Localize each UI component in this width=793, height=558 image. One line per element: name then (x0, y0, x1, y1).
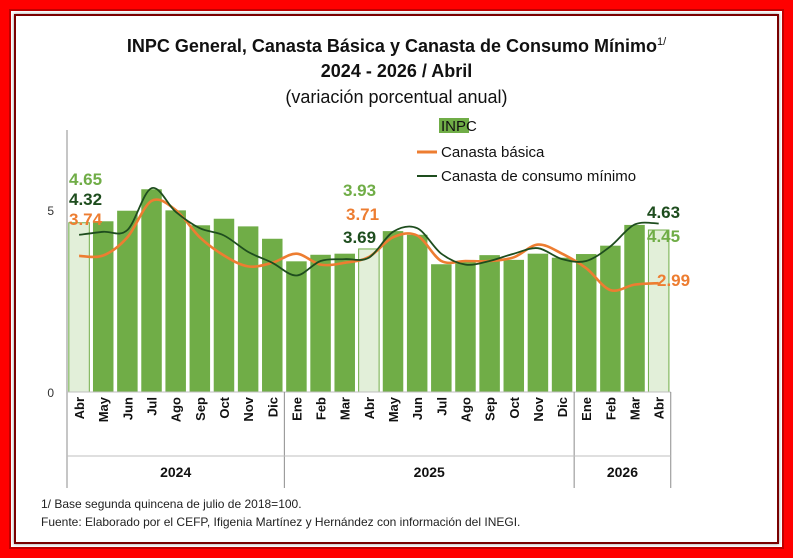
bar-inpc-22 (600, 245, 621, 392)
bar-inpc-2 (117, 210, 138, 392)
x-tick-label: Abr (362, 397, 377, 419)
x-tick-label: Ene (289, 397, 304, 421)
x-tick-label: Sep (193, 397, 208, 421)
x-tick-label: May (386, 396, 401, 422)
data-label: 3.69 (343, 228, 376, 247)
y-tick-label: 0 (47, 386, 54, 400)
x-tick-label: Mar (338, 397, 353, 420)
bar-inpc-12 (358, 248, 380, 393)
x-tick-label: Feb (314, 397, 329, 420)
x-tick-label: Jul (434, 397, 449, 416)
chart-title-footnote-mark: 1/ (656, 36, 667, 48)
footnote-source: Fuente: Elaborado por el CEFP, Ifigenia … (41, 515, 521, 529)
bar-inpc-0 (68, 222, 90, 393)
x-tick-label: Mar (628, 397, 643, 420)
year-label: 2025 (414, 464, 445, 480)
footnote-base: 1/ Base segunda quincena de julio de 201… (41, 497, 302, 511)
x-tick-label: Oct (217, 396, 232, 418)
line-consumo-minimo (78, 187, 659, 277)
legend-label-inpc: INPC (441, 118, 477, 135)
x-tick-label: Oct (507, 396, 522, 418)
bar-inpc-6 (213, 218, 235, 392)
bar-inpc-16 (455, 262, 476, 392)
data-label: 4.65 (69, 170, 102, 189)
bar-inpc-3 (141, 189, 162, 392)
x-tick-label: Jun (410, 397, 425, 420)
x-tick-label: May (96, 396, 111, 422)
chart-title-text: INPC General, Canasta Básica y Canasta d… (126, 36, 657, 56)
x-tick-label: Feb (603, 397, 618, 420)
x-tick-label: Jun (120, 397, 135, 420)
bar-inpc-24 (647, 229, 670, 393)
chart-units: (variación porcentual anual) (285, 87, 508, 107)
x-tick-label: Dic (555, 397, 570, 417)
x-tick-label: Abr (652, 397, 667, 419)
bar-inpc-17 (479, 255, 500, 392)
bar-inpc-11 (334, 253, 355, 392)
x-tick-label: Abr (72, 397, 87, 419)
data-label: 4.32 (69, 190, 102, 209)
x-tick-label: Ago (169, 397, 184, 422)
data-label: 4.45 (647, 227, 680, 246)
x-tick-label: Ago (459, 397, 474, 422)
legend-swatch-inpc (439, 118, 469, 133)
bar-inpc-13 (382, 231, 404, 392)
bar-inpc-14 (406, 234, 428, 392)
bar-inpc-1 (92, 221, 114, 392)
legend-label-minimo: Canasta de consumo mínimo (441, 168, 636, 185)
bar-inpc-21 (575, 254, 597, 392)
inner-frame (14, 14, 779, 544)
x-tick-label: Dic (265, 397, 280, 417)
x-tick-label: Nov (531, 396, 546, 421)
data-label: 3.74 (69, 210, 103, 229)
bar-inpc-10 (310, 254, 331, 392)
data-label: 2.99 (657, 271, 690, 290)
x-tick-label: Sep (483, 397, 498, 421)
bar-inpc-18 (503, 259, 525, 392)
chart-subtitle: 2024 - 2026 / Abril (320, 61, 473, 81)
x-tick-label: Ene (579, 397, 594, 421)
bar-inpc-5 (189, 225, 211, 392)
y-tick-label: 5 (47, 204, 54, 218)
x-tick-label: Nov (241, 396, 256, 421)
bar-inpc-4 (165, 210, 186, 392)
bar-inpc-20 (551, 257, 573, 392)
data-label: 3.71 (346, 205, 379, 224)
bar-inpc-19 (527, 253, 549, 392)
data-label: 3.93 (343, 181, 376, 200)
bar-inpc-9 (286, 261, 307, 392)
bar-inpc-23 (624, 224, 645, 392)
x-tick-label: Jul (145, 397, 160, 416)
legend-label-basica: Canasta básica (441, 144, 545, 161)
year-label: 2024 (160, 464, 191, 480)
chart-title: INPC General, Canasta Básica y Canasta d… (0, 36, 793, 57)
bar-inpc-8 (262, 238, 283, 392)
data-label: 4.63 (647, 203, 680, 222)
bar-inpc-15 (431, 264, 452, 392)
year-label: 2026 (607, 464, 638, 480)
